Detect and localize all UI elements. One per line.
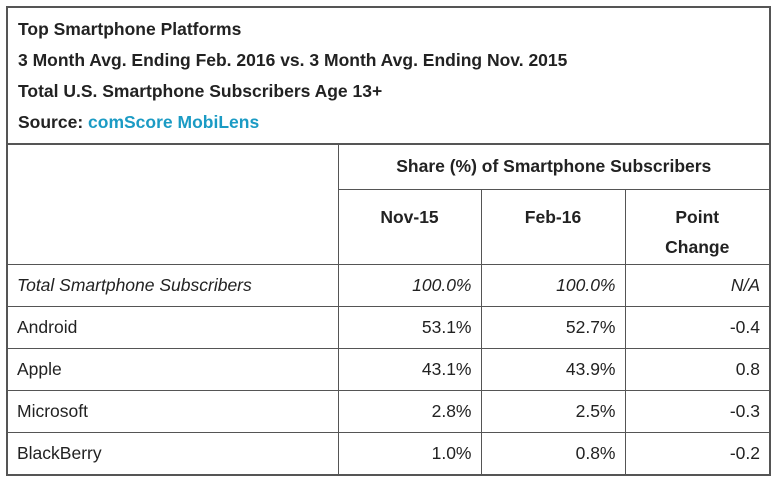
row-label: Apple: [8, 347, 339, 391]
cell-change: 0.8: [624, 347, 770, 391]
source-link[interactable]: comScore MobiLens: [88, 112, 260, 132]
corner-cell: [8, 145, 339, 265]
cell-change: -0.3: [624, 389, 770, 433]
cell-feb16: 0.8%: [480, 431, 626, 474]
row-label: BlackBerry: [8, 431, 339, 474]
row-label: Total Smartphone Subscribers: [8, 263, 339, 307]
column-header-nov15: Nov-15: [338, 188, 482, 265]
table-row-total: Total Smartphone Subscribers 100.0% 100.…: [8, 263, 770, 307]
table-row-microsoft: Microsoft 2.8% 2.5% -0.3: [8, 389, 770, 433]
cell-nov15: 1.0%: [337, 431, 482, 474]
chart-population: Total U.S. Smartphone Subscribers Age 13…: [18, 81, 383, 101]
chart-subtitle: 3 Month Avg. Ending Feb. 2016 vs. 3 Mont…: [18, 50, 568, 70]
column-header-nov15-line: Nov-15: [380, 206, 439, 227]
cell-change: -0.2: [624, 431, 770, 474]
table-header: Top Smartphone Platforms 3 Month Avg. En…: [8, 8, 769, 145]
chart-source: Source: comScore MobiLens: [18, 107, 769, 138]
column-header-feb16-line: Feb-16: [524, 206, 582, 227]
column-header-feb16: Feb-16: [480, 188, 626, 265]
column-header-row: Nov-15 Feb-16 Point Change: [8, 188, 770, 265]
table-row-android: Android 53.1% 52.7% -0.4: [8, 305, 770, 349]
cell-feb16: 52.7%: [480, 305, 626, 349]
group-header: Share (%) of Smartphone Subscribers: [337, 145, 770, 190]
row-label: Android: [8, 305, 339, 349]
cell-nov15: 53.1%: [337, 305, 482, 349]
group-header-row: Share (%) of Smartphone Subscribers: [8, 145, 770, 265]
table-row-blackberry: BlackBerry 1.0% 0.8% -0.2: [8, 431, 770, 474]
data-table: Share (%) of Smartphone Subscribers Nov-…: [8, 145, 770, 474]
cell-change: N/A: [624, 263, 770, 307]
column-header-change-line1: Point: [675, 206, 720, 227]
source-label: Source:: [18, 112, 84, 132]
row-label: Microsoft: [8, 389, 339, 433]
cell-feb16: 43.9%: [480, 347, 626, 391]
table-row-apple: Apple 43.1% 43.9% 0.8: [8, 347, 770, 391]
cell-nov15: 100.0%: [337, 263, 482, 307]
cell-feb16: 100.0%: [480, 263, 626, 307]
column-header-change-line2: Change: [665, 236, 730, 257]
cell-nov15: 43.1%: [337, 347, 482, 391]
column-header-change: Point Change: [624, 188, 770, 265]
table-frame: Top Smartphone Platforms 3 Month Avg. En…: [6, 6, 771, 476]
cell-nov15: 2.8%: [337, 389, 482, 433]
chart-title: Top Smartphone Platforms: [18, 19, 242, 39]
cell-feb16: 2.5%: [480, 389, 626, 433]
cell-change: -0.4: [624, 305, 770, 349]
